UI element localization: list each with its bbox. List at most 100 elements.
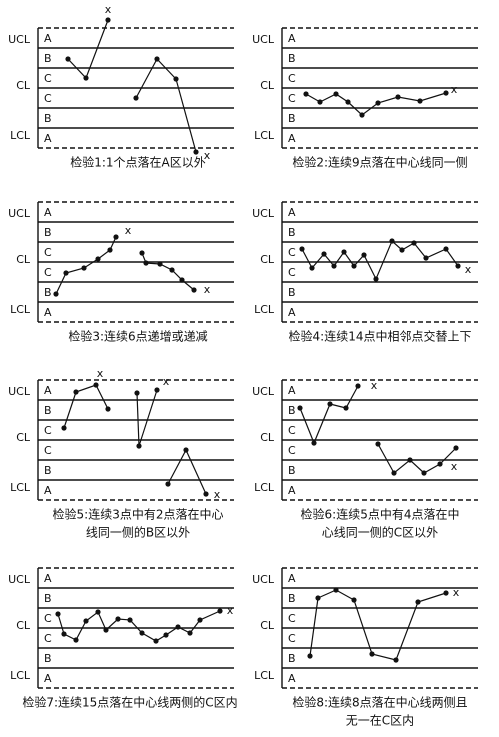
limit-label: CL (260, 619, 275, 632)
data-point (107, 247, 113, 253)
zone-letter: C (288, 632, 296, 645)
test-caption: 检验1:1个点落在A区以外 (70, 155, 206, 170)
zone-letter: A (288, 672, 296, 685)
data-point (415, 599, 421, 605)
zone-letter: C (288, 92, 296, 105)
limit-label: UCL (8, 33, 31, 46)
limit-label: UCL (8, 207, 31, 220)
out-of-control-marker: x (204, 283, 211, 296)
test-caption: 检验6:连续5点中有4点落在中 (301, 507, 460, 522)
zone-letter: B (44, 52, 52, 65)
zone-letter: B (288, 226, 296, 239)
data-point (169, 267, 175, 273)
data-point (375, 100, 381, 106)
data-point (61, 425, 67, 431)
data-point (331, 263, 337, 269)
data-line (67, 19, 109, 80)
data-point (333, 91, 339, 97)
limit-label: CL (260, 431, 275, 444)
data-point (153, 638, 159, 644)
zone-letter: B (44, 226, 52, 239)
data-point (61, 631, 67, 637)
zone-letter: B (44, 404, 52, 417)
data-point (53, 291, 59, 297)
data-point (417, 98, 423, 104)
data-point (93, 382, 99, 388)
data-point (154, 56, 160, 62)
data-point (63, 270, 69, 276)
limit-label: LCL (254, 481, 275, 494)
data-point (317, 99, 323, 105)
data-point (351, 597, 357, 603)
zone-letter: B (288, 464, 296, 477)
data-point (345, 99, 351, 105)
data-point (375, 441, 381, 447)
zone-letter: B (44, 464, 52, 477)
data-point (299, 246, 305, 252)
limit-label: UCL (252, 33, 275, 46)
data-point (136, 443, 142, 449)
data-point (143, 260, 149, 266)
data-point (307, 653, 313, 659)
out-of-control-marker: x (214, 488, 221, 501)
data-point (134, 390, 140, 396)
limit-label: UCL (8, 573, 31, 586)
zone-letter: C (44, 92, 52, 105)
out-of-control-marker: x (371, 379, 378, 392)
data-point (193, 149, 199, 155)
data-line (57, 610, 221, 642)
data-point (341, 249, 347, 255)
data-point (443, 590, 449, 596)
data-point (303, 91, 309, 97)
data-point (139, 250, 145, 256)
data-point (455, 263, 461, 269)
data-point (197, 617, 203, 623)
data-point (105, 17, 111, 23)
zone-letter: C (44, 612, 52, 625)
zone-letter: A (288, 484, 296, 497)
data-point (309, 265, 315, 271)
data-point (157, 261, 163, 267)
data-point (351, 263, 357, 269)
out-of-control-marker: x (453, 586, 460, 599)
data-point (315, 595, 321, 601)
zone-letter: B (44, 592, 52, 605)
data-point (73, 637, 79, 643)
zone-letter: A (44, 32, 52, 45)
zone-letter: A (44, 672, 52, 685)
zone-letter: A (44, 306, 52, 319)
zone-letter: A (44, 132, 52, 145)
zone-letter: A (288, 306, 296, 319)
test-caption: 检验5:连续3点中有2点落在中心 (53, 507, 224, 522)
data-point (297, 405, 303, 411)
zone-letter: C (44, 266, 52, 279)
limit-label: LCL (254, 129, 275, 142)
data-line (299, 385, 359, 445)
data-point (343, 405, 349, 411)
data-point (83, 75, 89, 81)
test-caption: 心线同一侧的C区以外 (322, 525, 438, 540)
zone-letter: A (288, 132, 296, 145)
test-caption: 检验8:连续8点落在中心线两侧且 (292, 695, 467, 710)
limit-label: LCL (254, 669, 275, 682)
zone-letter: A (288, 384, 296, 397)
data-point (373, 276, 379, 282)
zone-letter: A (44, 572, 52, 585)
limit-label: UCL (252, 573, 275, 586)
test-caption: 无一在C区内 (346, 714, 414, 728)
data-point (173, 76, 179, 82)
data-point (217, 608, 223, 614)
out-of-control-marker: x (163, 375, 170, 388)
data-point (113, 234, 119, 240)
data-point (355, 383, 361, 389)
out-of-control-marker: x (204, 149, 211, 162)
zone-letter: C (288, 424, 296, 437)
data-point (369, 651, 375, 657)
zone-letter: B (44, 112, 52, 125)
data-point (83, 618, 89, 624)
